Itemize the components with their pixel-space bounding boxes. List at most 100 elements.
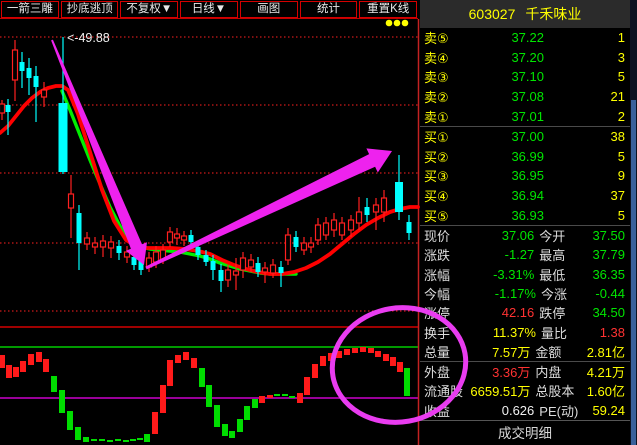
sell-2-price: 37.08 [511,89,544,105]
label-inner-volume: 内盘 [535,365,562,381]
info-row-limit-up: 涨停 42.16 跌停 34.50 [420,303,630,322]
value-inner-volume: 4.21万 [586,365,625,381]
info-row-total-volume: 总量 7.57万 金额 2.81亿 [420,342,630,361]
buy-5-row[interactable]: 买⑤ 36.93 5 [420,205,630,225]
toolbar-button-statistics[interactable]: 统计 [299,1,358,18]
buy-2-price: 36.99 [511,148,544,164]
sell-4-volume: 3 [617,49,625,65]
scrollbar-thumb[interactable] [631,100,636,445]
info-row-turnover: 换手 11.37% 量比 1.38 [420,322,630,341]
buy-5-volume: 5 [617,207,625,223]
label-today-change: 今涨 [541,286,568,302]
value-today-change: -0.44 [595,285,625,301]
value-change-pct: -3.31% [493,266,535,282]
sell-5-price: 37.22 [511,30,544,46]
label-total-volume: 总量 [424,344,451,360]
value-turnover: 11.37% [492,324,536,340]
buy-2-row[interactable]: 买② 36.99 5 [420,147,630,167]
label-low: 最低 [539,267,566,283]
label-total-shares: 总股本 [535,384,575,400]
sell-4-row[interactable]: 卖④ 37.20 3 [420,48,630,68]
quote-section-divider [420,224,630,226]
info-row-change-pct: 涨幅 -3.31% 最低 36.35 [420,265,630,284]
toolbar-button-draw[interactable]: 画图 [239,1,298,18]
value-open: 37.50 [592,228,625,244]
toolbar-button-chaoditaoding[interactable]: 抄底逃顶 [60,1,119,18]
label-change: 涨跌 [424,248,451,264]
label-limit-down: 跌停 [539,306,566,322]
buy-4-price: 36.94 [511,188,544,204]
buy-2-label: 买② [424,149,449,165]
value-total-shares: 1.60亿 [586,384,625,400]
buy-4-label: 买④ [424,189,449,205]
trade-detail-tab[interactable]: 成交明细 [420,419,630,444]
sell-3-volume: 5 [617,69,625,85]
sell-2-volume: 21 [610,89,625,105]
buy-5-price: 36.93 [511,207,544,223]
sell-5-row[interactable]: 卖⑤ 37.22 1 [420,28,630,48]
stock-code: 603027 [468,6,516,22]
sell-2-row[interactable]: 卖② 37.08 21 [420,87,630,107]
label-open: 今开 [539,229,566,245]
buy-4-row[interactable]: 买④ 36.94 37 [420,186,630,206]
value-float-shares: 6659.51万 [470,384,531,400]
label-float-shares: 流通股 [424,384,464,400]
buy-3-row[interactable]: 买③ 36.95 9 [420,166,630,186]
buy-1-row[interactable]: 买① 37.00 38 [420,127,630,147]
value-eps: 0.626 [501,402,535,418]
svg-text:<-49.88: <-49.88 [67,31,110,45]
info-row-change: 涨跌 -1.27 最高 37.79 [420,245,630,264]
label-turnover: 换手 [424,325,451,341]
value-current-price: 37.06 [501,228,535,244]
value-pe-ratio: 59.24 [592,402,625,418]
bid-ask-divider [420,125,630,127]
sell-1-row[interactable]: 卖① 37.01 2 [420,106,630,126]
sell-1-price: 37.01 [511,108,544,124]
stock-name: 千禾味业 [525,6,582,22]
buy-3-price: 36.95 [511,168,544,184]
sell-5-volume: 1 [617,30,625,46]
info-row-price: 现价 37.06 今开 37.50 [420,226,630,245]
buy-4-volume: 37 [610,188,625,204]
info-row-float-shares: 流通股 6659.51万 总股本 1.60亿 [420,381,630,400]
toolbar-button-period-dropdown[interactable]: 日线▼ [180,1,238,18]
sell-4-price: 37.20 [511,49,544,65]
value-total-volume: 7.57万 [492,344,531,360]
label-high: 最高 [539,248,566,264]
value-change: -1.27 [504,247,535,263]
label-change-pct: 涨幅 [424,267,451,283]
kline-chart-canvas[interactable]: <-49.88 [0,0,420,445]
toolbar-button-adjust-dropdown[interactable]: 不复权▼ [120,1,179,18]
sell-3-row[interactable]: 卖③ 37.10 5 [420,67,630,87]
sell-5-label: 卖⑤ [424,31,449,47]
buy-1-label: 买① [424,130,449,146]
buy-3-label: 买③ [424,169,449,185]
label-limit-up: 涨停 [424,306,451,322]
quote-panel: 603027 千禾味业 卖⑤ 37.22 1 卖④ 37.20 3 卖③ 37.… [420,0,630,445]
toolbar-button-reset-kline[interactable]: 重置K线 [359,1,418,18]
label-amount: 金额 [535,344,562,360]
info-row-today-pct: 今幅 -1.17% 今涨 -0.44 [420,284,630,303]
sell-1-label: 卖① [424,109,449,125]
value-high: 37.79 [592,247,625,263]
info-row-eps: 收益 0.626 PE(动) 59.24 [420,401,630,420]
value-limit-down: 34.50 [592,305,625,321]
sell-4-label: 卖④ [424,50,449,66]
sell-2-label: 卖② [424,90,449,106]
label-current-price: 现价 [424,229,451,245]
value-today-pct: -1.17% [494,285,536,301]
label-volume-ratio: 量比 [541,325,568,341]
inner-outer-divider [420,361,630,363]
buy-1-volume: 38 [610,129,625,145]
toolbar-button-yijiansandiao[interactable]: 一箭三雕 [1,1,59,18]
toolbar: 一箭三雕 抄底逃顶 不复权▼ 日线▼ 画图 统计 重置K线 [0,0,418,19]
value-low: 36.35 [592,266,625,282]
label-today-pct: 今幅 [424,286,451,302]
sell-3-label: 卖③ [424,70,449,86]
value-limit-up: 42.16 [501,305,535,321]
value-amount: 2.81亿 [586,344,625,360]
label-pe-ratio: PE(动) [539,403,579,419]
label-eps: 收益 [424,403,451,419]
info-row-outer: 外盘 3.36万 内盘 4.21万 [420,362,630,381]
